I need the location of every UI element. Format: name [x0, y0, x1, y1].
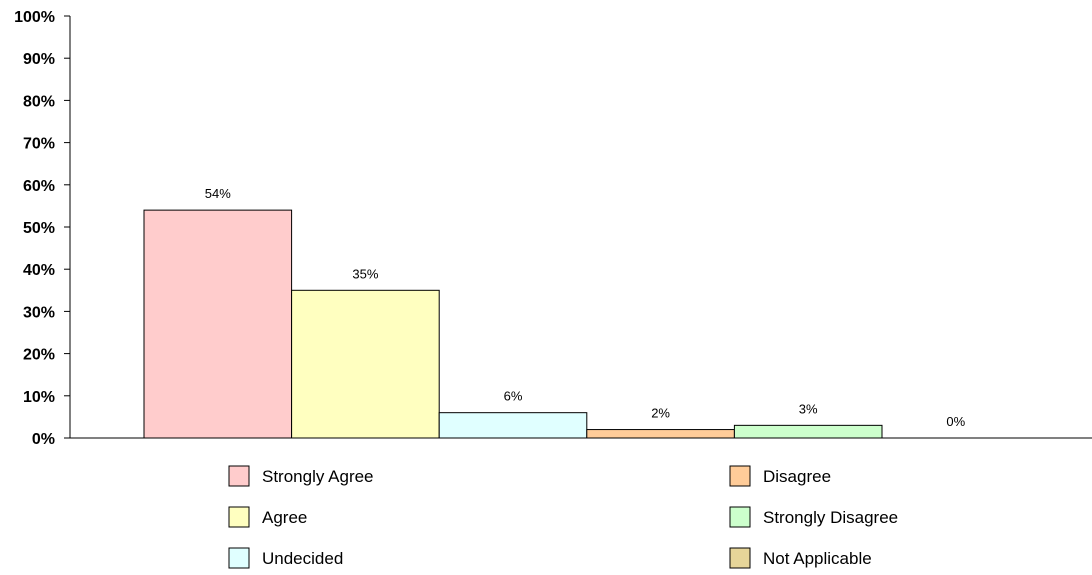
y-tick-label: 0% [32, 431, 55, 448]
legend-item-not-applicable: Not Applicable [729, 547, 872, 569]
value-labels: 54% 35% 6% 2% 3% 0% [205, 186, 966, 429]
y-tick-label: 40% [23, 262, 55, 279]
legend-item-disagree: Disagree [729, 465, 831, 487]
bar-undecided [438, 412, 588, 439]
y-tick-label: 80% [23, 93, 55, 110]
legend-label: Strongly Agree [262, 467, 374, 486]
bar-strongly-disagree [733, 424, 883, 439]
y-tick-label: 30% [23, 304, 55, 321]
legend-label: Agree [262, 508, 307, 527]
bar-disagree [586, 429, 735, 439]
data-label: 54% [205, 186, 231, 201]
legend-label: Undecided [262, 549, 343, 568]
legend-swatch [228, 465, 250, 487]
legend-item-strongly-disagree: Strongly Disagree [729, 506, 898, 528]
data-label: 2% [651, 406, 670, 421]
legend-swatch [729, 547, 751, 569]
legend-swatch [228, 547, 250, 569]
data-label: 35% [352, 266, 378, 281]
bar-strongly-agree [143, 209, 293, 439]
y-tick-label: 10% [23, 389, 55, 406]
legend-swatch [228, 506, 250, 528]
bar-agree [291, 289, 440, 439]
legend-item-agree: Agree [228, 506, 307, 528]
y-tick-label: 50% [23, 220, 55, 237]
legend-item-undecided: Undecided [228, 547, 343, 569]
legend-swatch [729, 506, 751, 528]
data-label: 6% [504, 389, 523, 404]
legend: Strongly Agree Agree Undecided Disagree Stro… [228, 465, 898, 569]
y-tick-label: 100% [14, 9, 55, 26]
legend-label: Strongly Disagree [763, 508, 898, 527]
bars [143, 209, 883, 439]
legend-label: Not Applicable [763, 549, 872, 568]
y-tick-label: 90% [23, 51, 55, 68]
y-tick-label: 70% [23, 136, 55, 153]
y-tick-label: 60% [23, 178, 55, 195]
legend-item-strongly-agree: Strongly Agree [228, 465, 374, 487]
legend-swatch [729, 465, 751, 487]
y-tick-label: 20% [23, 347, 55, 364]
legend-label: Disagree [763, 467, 831, 486]
data-label: 0% [946, 414, 965, 429]
data-label: 3% [799, 401, 818, 416]
